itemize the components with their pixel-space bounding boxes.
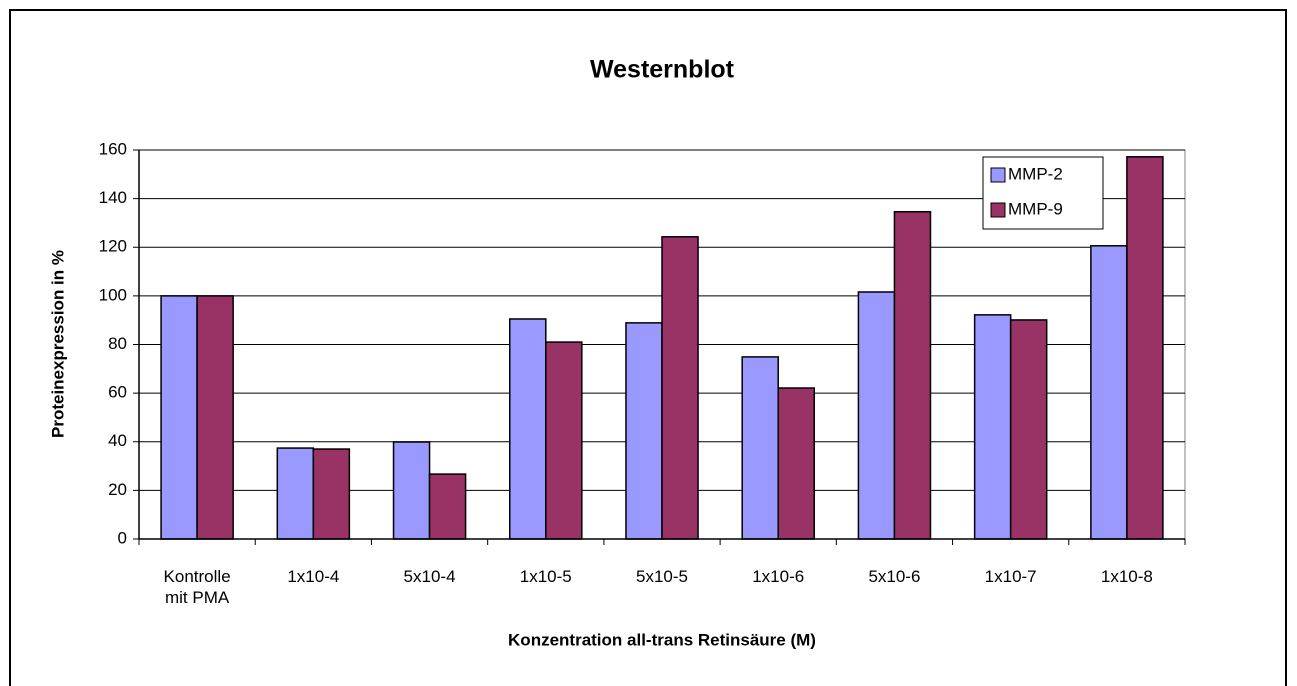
x-axis-label: Konzentration all-trans Retinsäure (M) bbox=[508, 630, 816, 649]
bar bbox=[312, 448, 351, 540]
legend-swatch bbox=[990, 167, 1006, 183]
x-tick-label: 5x10-5 bbox=[636, 567, 688, 586]
bar bbox=[545, 341, 583, 540]
y-tick-label: 100 bbox=[99, 285, 127, 304]
bar bbox=[276, 447, 315, 540]
x-tick-label: Kontrolle mit PMA bbox=[163, 567, 231, 607]
bar bbox=[741, 356, 779, 540]
bar bbox=[160, 295, 198, 540]
bar bbox=[1090, 245, 1128, 540]
y-tick-label: 60 bbox=[108, 383, 127, 402]
y-axis-label: Proteinexpression in % bbox=[48, 250, 67, 438]
y-tick-label: 40 bbox=[108, 431, 127, 450]
y-tick-label: 20 bbox=[108, 480, 127, 499]
bar bbox=[1009, 319, 1048, 540]
bar bbox=[973, 314, 1012, 540]
y-tick-label: 80 bbox=[108, 334, 127, 353]
x-tick-label: 1x10-8 bbox=[1100, 567, 1153, 586]
y-tick-label: 140 bbox=[99, 188, 127, 207]
legend-label: MMP-9 bbox=[1008, 199, 1063, 218]
legend-label: MMP-2 bbox=[1008, 164, 1063, 183]
y-tick-label: 120 bbox=[99, 237, 127, 256]
x-tick-label: 1x10-6 bbox=[752, 567, 805, 586]
bar bbox=[625, 322, 663, 540]
chart-title: Westernblot bbox=[590, 56, 735, 84]
x-tick-label: 1x10-5 bbox=[519, 567, 572, 586]
x-tick-label: 5x10-6 bbox=[868, 567, 921, 586]
bar bbox=[893, 211, 932, 540]
bar bbox=[661, 236, 699, 540]
bar bbox=[196, 295, 234, 540]
chart-frame bbox=[9, 9, 1287, 686]
y-tick-label: 160 bbox=[99, 139, 127, 158]
bar bbox=[857, 291, 896, 540]
x-tick-label: 5x10-4 bbox=[403, 567, 456, 586]
y-tick-label: 0 bbox=[118, 528, 127, 547]
bar bbox=[508, 318, 547, 540]
bar bbox=[777, 387, 816, 540]
legend-swatch bbox=[990, 202, 1006, 218]
bar bbox=[1126, 156, 1164, 540]
x-tick-label: 1x10-4 bbox=[287, 567, 340, 586]
x-tick-label: 1x10-7 bbox=[984, 567, 1037, 586]
bar bbox=[392, 441, 431, 540]
bar bbox=[428, 473, 467, 540]
